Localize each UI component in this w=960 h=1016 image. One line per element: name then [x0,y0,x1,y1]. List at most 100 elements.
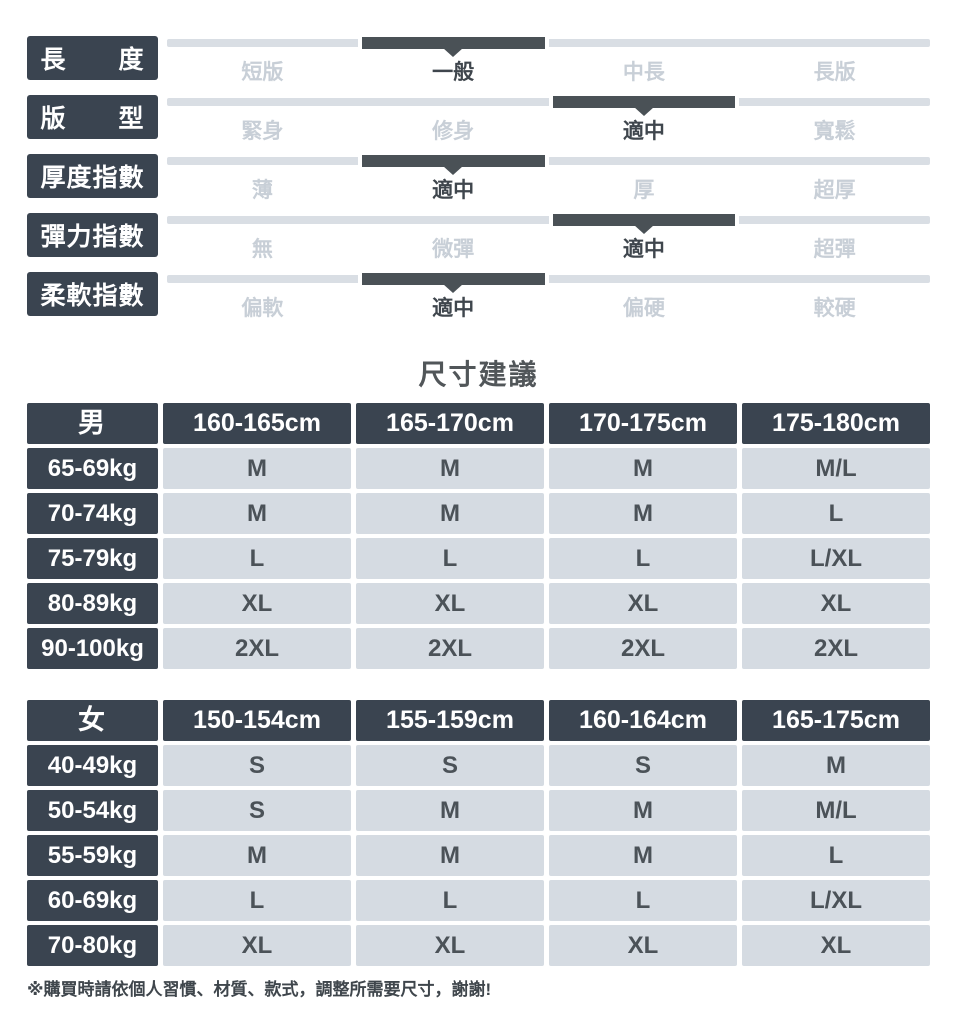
attribute-label-softness: 柔軟指數 [27,272,158,316]
slider-option: 厚 [633,179,655,202]
slider-active-segment [548,214,740,234]
table-size-cell: M [549,493,737,534]
section-title: 尺寸建議 [418,359,539,390]
attribute-label-thickness: 厚度指數 [27,154,158,198]
slider-pointer-icon [633,225,654,234]
table-size-cell: XL [549,925,737,966]
table-row-weight: 55-59kg [27,835,158,876]
table-size-cell: L [742,835,930,876]
table-size-cell: XL [742,583,930,624]
attribute-label-fit: 版 型 [27,95,158,139]
table-size-cell: M [742,745,930,786]
slider-row-thickness: 厚度指數 薄 適中 厚 超厚 [27,154,930,213]
table-size-cell: S [549,745,737,786]
table-size-cell: XL [356,583,544,624]
slider-option: 超彈 [813,238,856,261]
slider-options: 偏軟 適中 偏硬 較硬 [167,296,930,322]
slider-row-fit: 版 型 緊身 修身 適中 寬鬆 [27,95,930,154]
table-header-height: 175-180cm [742,403,930,444]
table-size-cell: L [356,538,544,579]
table-row-weight: 60-69kg [27,880,158,921]
slider-option: 中長 [622,61,665,84]
table-size-cell: M [163,493,351,534]
slider-row-length: 長 度 短版 一般 中長 長版 [27,36,930,95]
slider-option-selected: 適中 [432,297,475,320]
table-size-cell: L/XL [742,880,930,921]
table-header-height: 165-170cm [356,403,544,444]
slider-option: 無 [251,238,273,261]
table-size-cell: XL [163,583,351,624]
slider-pointer-icon [633,107,654,116]
slider-option: 微彈 [432,238,475,261]
table-size-cell: M [356,835,544,876]
attribute-label-elasticity: 彈力指數 [27,213,158,257]
table-size-cell: L [163,538,351,579]
table-size-cell: M [549,448,737,489]
slider-pointer-icon [443,166,464,175]
table-size-cell: M [549,835,737,876]
slider-option-selected: 適中 [622,238,665,261]
table-size-cell: L [742,493,930,534]
slider-pointer-icon [443,48,464,57]
slider-active-segment [357,37,549,57]
slider-pointer-icon [443,284,464,293]
table-row-weight: 90-100kg [27,628,158,669]
table-size-cell: L [549,538,737,579]
table-size-cell: M [356,493,544,534]
table-size-cell: S [163,745,351,786]
slider-option: 偏軟 [241,297,284,320]
table-size-cell: S [356,745,544,786]
slider-option-selected: 適中 [622,120,665,143]
slider-track-length: 短版 一般 中長 長版 [167,36,930,95]
table-size-cell: L [549,880,737,921]
table-size-cell: XL [742,925,930,966]
table-size-cell: M [549,790,737,831]
slider-option: 超厚 [813,179,856,202]
slider-track-line [167,39,930,47]
slider-track-softness: 偏軟 適中 偏硬 較硬 [167,272,930,331]
purchase-footnote: ※購買時請依個人習慣、材質、款式，調整所需要尺寸，謝謝! [27,980,492,999]
slider-row-elasticity: 彈力指數 無 微彈 適中 超彈 [27,213,930,272]
table-size-cell: XL [356,925,544,966]
size-table-men: 男 160-165cm 165-170cm 170-175cm 175-180c… [27,403,930,669]
table-header-height: 150-154cm [163,700,351,741]
table-row-weight: 70-74kg [27,493,158,534]
slider-active-segment [357,273,549,293]
slider-option: 短版 [241,61,284,84]
table-header-height: 165-175cm [742,700,930,741]
slider-track-line [167,275,930,283]
slider-track-thickness: 薄 適中 厚 超厚 [167,154,930,213]
slider-track-line [167,157,930,165]
table-row-weight: 50-54kg [27,790,158,831]
table-size-cell: M [163,448,351,489]
table-row-weight: 75-79kg [27,538,158,579]
table-size-cell: M/L [742,448,930,489]
table-row-weight: 70-80kg [27,925,158,966]
slider-option: 較硬 [813,297,856,320]
table-size-cell: L/XL [742,538,930,579]
slider-options: 緊身 修身 適中 寬鬆 [167,119,930,145]
table-size-cell: 2XL [163,628,351,669]
slider-options: 無 微彈 適中 超彈 [167,237,930,263]
table-header-height: 160-164cm [549,700,737,741]
table-header-height: 160-165cm [163,403,351,444]
slider-options: 薄 適中 厚 超厚 [167,178,930,204]
slider-active-segment [357,155,549,175]
slider-option: 薄 [251,179,273,202]
size-table-women: 女 150-154cm 155-159cm 160-164cm 165-175c… [27,700,930,966]
table-size-cell: 2XL [742,628,930,669]
size-guide-panel: 長 度 短版 一般 中長 長版 版 型 緊身 修身 適中 寬鬆 厚度指數 [27,0,930,1001]
table-size-cell: M/L [742,790,930,831]
table-size-cell: M [356,790,544,831]
slider-active-segment [548,96,740,116]
table-size-cell: M [356,448,544,489]
table-size-cell: 2XL [356,628,544,669]
table-row-weight: 65-69kg [27,448,158,489]
table-size-cell: M [163,835,351,876]
table-header-gender: 女 [27,700,158,741]
slider-option: 緊身 [241,120,284,143]
table-size-cell: XL [163,925,351,966]
attribute-label-length: 長 度 [27,36,158,80]
slider-option-selected: 適中 [432,179,475,202]
slider-option: 偏硬 [622,297,665,320]
